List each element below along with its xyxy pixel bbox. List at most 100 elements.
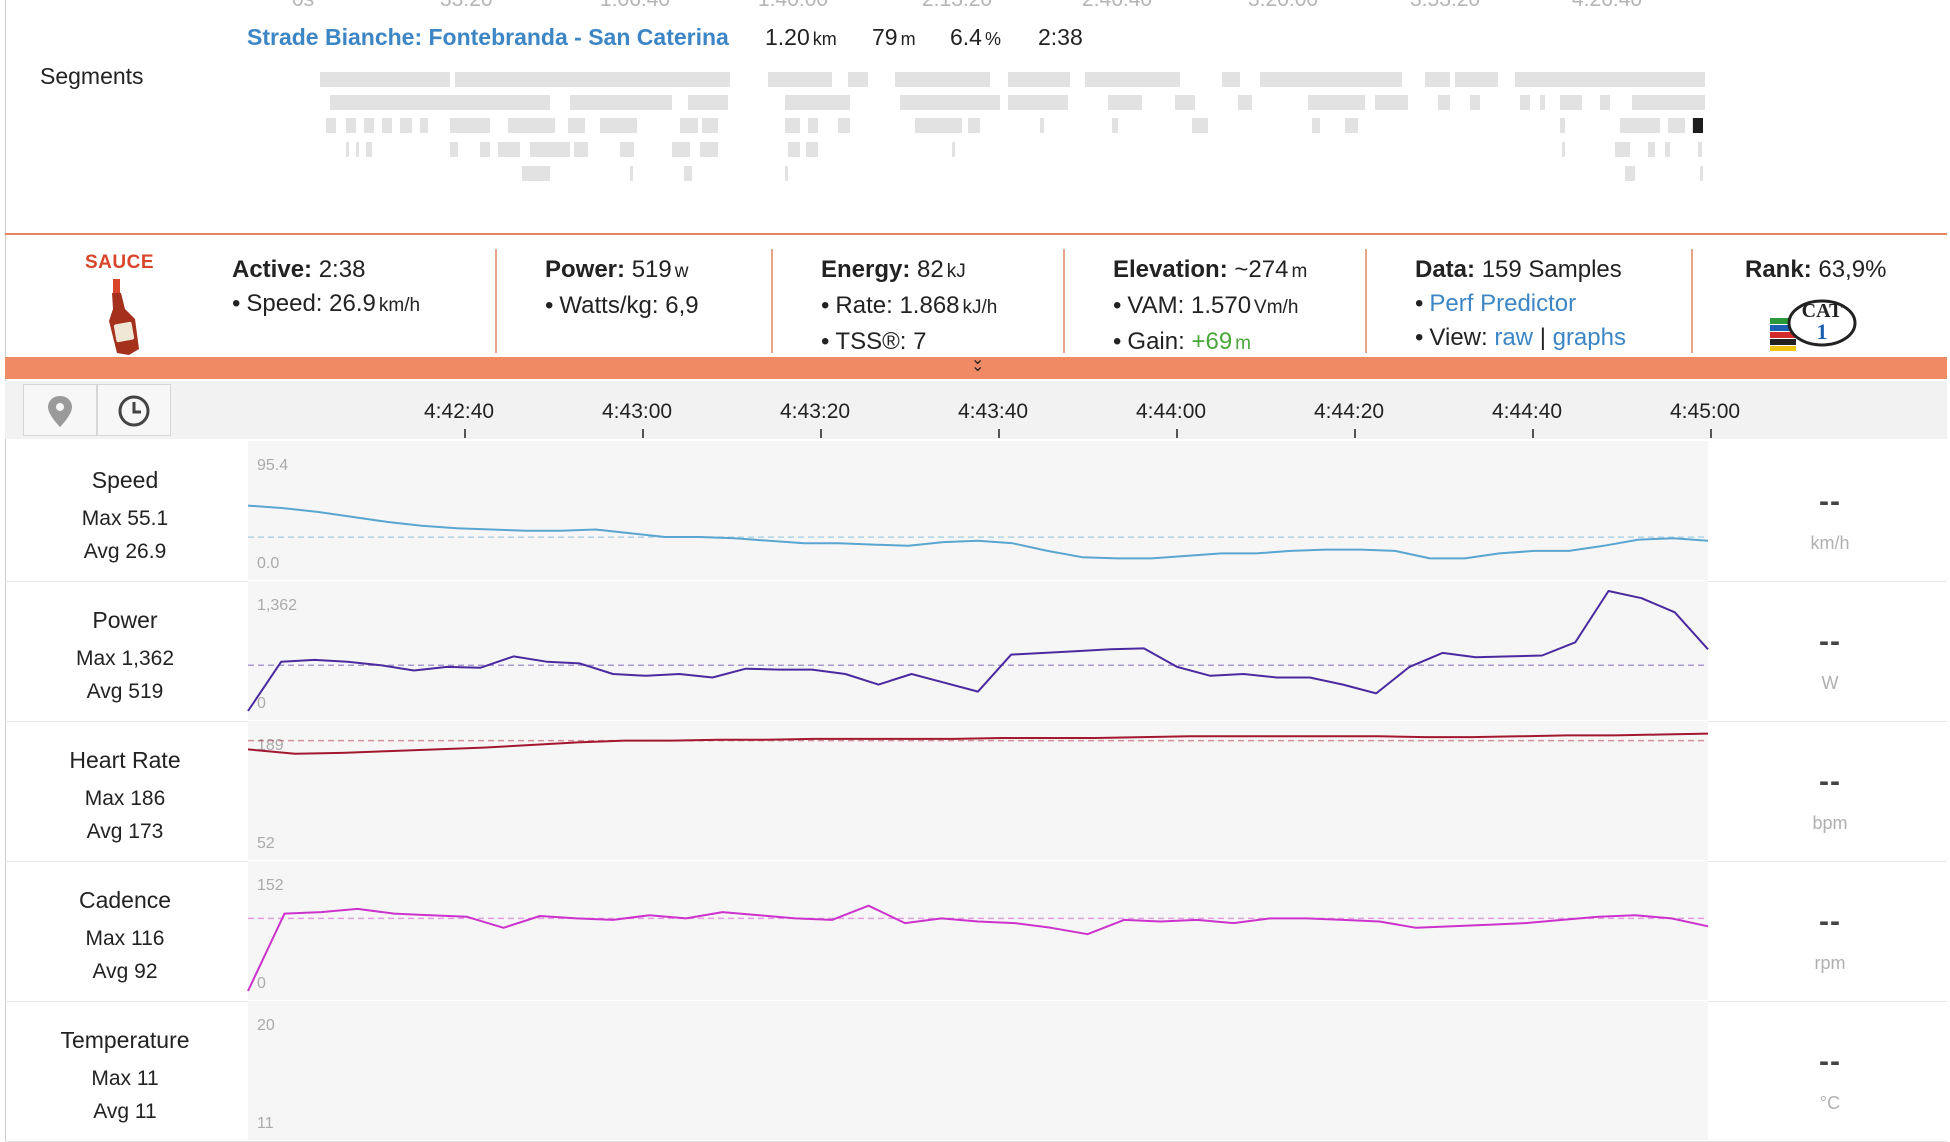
segment-bar[interactable] bbox=[838, 118, 850, 133]
location-tool-button[interactable] bbox=[23, 384, 97, 436]
segment-bar[interactable] bbox=[366, 142, 372, 157]
segment-bar[interactable] bbox=[848, 72, 868, 87]
segment-bar[interactable] bbox=[1175, 95, 1195, 110]
segment-bar[interactable] bbox=[346, 142, 349, 157]
segment-bar[interactable] bbox=[400, 118, 412, 133]
segment-bar[interactable] bbox=[1040, 118, 1044, 133]
segment-bar[interactable] bbox=[320, 72, 450, 87]
divider bbox=[495, 249, 497, 353]
segment-bar[interactable] bbox=[1515, 72, 1705, 87]
segment-bar[interactable] bbox=[1345, 118, 1358, 133]
segment-bar[interactable] bbox=[1455, 72, 1498, 87]
segment-bar[interactable] bbox=[1438, 95, 1450, 110]
chart-plot-area[interactable] bbox=[248, 441, 1708, 580]
segment-bar[interactable] bbox=[498, 142, 520, 157]
segment-bar[interactable] bbox=[450, 118, 490, 133]
segment-bar[interactable] bbox=[356, 142, 359, 157]
segment-bar[interactable] bbox=[630, 166, 633, 181]
segments-track[interactable] bbox=[0, 0, 1950, 190]
segment-bar[interactable] bbox=[702, 118, 718, 133]
view-graphs-link[interactable]: graphs bbox=[1552, 324, 1626, 351]
segment-bar[interactable] bbox=[1308, 95, 1365, 110]
segment-bar[interactable] bbox=[1425, 72, 1450, 87]
segment-bar[interactable] bbox=[788, 142, 800, 157]
segment-bar[interactable] bbox=[1008, 95, 1068, 110]
segment-bar[interactable] bbox=[1665, 142, 1670, 157]
segment-bar[interactable] bbox=[1520, 95, 1530, 110]
segment-bar[interactable] bbox=[900, 95, 1000, 110]
segment-bar[interactable] bbox=[684, 166, 692, 181]
segment-bar[interactable] bbox=[1560, 118, 1565, 133]
segment-bar[interactable] bbox=[570, 95, 672, 110]
segment-bar[interactable] bbox=[1112, 118, 1118, 133]
segment-bar[interactable] bbox=[1698, 142, 1702, 157]
segment-bar[interactable] bbox=[785, 95, 850, 110]
segment-bar[interactable] bbox=[455, 72, 730, 87]
cat-1-badge-icon[interactable]: CAT 1 bbox=[1770, 295, 1860, 351]
segment-bar[interactable] bbox=[480, 142, 490, 157]
chart-plot-area[interactable] bbox=[248, 721, 1708, 860]
segment-bar[interactable] bbox=[1192, 118, 1208, 133]
segment-bar[interactable] bbox=[1375, 95, 1408, 110]
segment-bar[interactable] bbox=[1615, 142, 1630, 157]
segment-bar[interactable] bbox=[968, 118, 980, 133]
segment-bar[interactable] bbox=[1008, 72, 1070, 87]
chart-plot-area[interactable] bbox=[248, 861, 1708, 1000]
segment-bar[interactable] bbox=[700, 142, 718, 157]
segment-bar[interactable] bbox=[1632, 95, 1705, 110]
segment-bar[interactable] bbox=[1165, 72, 1168, 87]
top-timeline-tick: 3:53:20 bbox=[1410, 0, 1480, 12]
segment-bar[interactable] bbox=[1085, 72, 1180, 87]
segment-bar[interactable] bbox=[1562, 142, 1565, 157]
segment-bar[interactable] bbox=[1620, 118, 1660, 133]
segment-bar[interactable] bbox=[806, 142, 818, 157]
segment-bar[interactable] bbox=[522, 166, 550, 181]
segment-bar[interactable] bbox=[574, 142, 588, 157]
segment-bar[interactable] bbox=[326, 118, 336, 133]
segment-bar[interactable] bbox=[1648, 142, 1655, 157]
segment-bar[interactable] bbox=[1560, 95, 1582, 110]
segment-bar[interactable] bbox=[1668, 118, 1685, 133]
segment-bar[interactable] bbox=[530, 142, 570, 157]
segment-bar[interactable] bbox=[680, 118, 698, 133]
segment-bar[interactable] bbox=[1540, 95, 1545, 110]
segment-bar[interactable] bbox=[346, 118, 356, 133]
segment-bar[interactable] bbox=[330, 95, 550, 110]
segment-bar[interactable] bbox=[508, 118, 555, 133]
segment-bar[interactable] bbox=[1222, 72, 1240, 87]
segment-bar[interactable] bbox=[808, 118, 818, 133]
segment-bar[interactable] bbox=[895, 72, 990, 87]
segment-bar[interactable] bbox=[382, 118, 392, 133]
segment-bar[interactable] bbox=[768, 72, 832, 87]
chart-plot-area[interactable] bbox=[248, 581, 1708, 720]
segment-bar[interactable] bbox=[1238, 95, 1252, 110]
segment-bar[interactable] bbox=[1600, 95, 1610, 110]
double-chevron-down-icon[interactable]: ⌄ ⌄ bbox=[971, 351, 985, 375]
segment-bar[interactable] bbox=[952, 142, 955, 157]
segment-bar[interactable] bbox=[785, 118, 800, 133]
segment-bar[interactable] bbox=[688, 95, 728, 110]
view-raw-link[interactable]: raw bbox=[1494, 324, 1534, 351]
segment-bar[interactable] bbox=[1625, 166, 1635, 181]
segment-title[interactable]: Strade Bianche: Fontebranda - San Cateri… bbox=[247, 24, 729, 50]
time-tool-button[interactable] bbox=[97, 384, 171, 436]
chart-plot-area[interactable] bbox=[248, 1001, 1708, 1140]
perf-predictor-link[interactable]: Perf Predictor bbox=[1429, 290, 1577, 317]
segment-bar[interactable] bbox=[1312, 118, 1320, 133]
segment-bar[interactable] bbox=[364, 118, 374, 133]
row-unit: W bbox=[1821, 673, 1839, 693]
segment-bar[interactable] bbox=[1108, 95, 1142, 110]
selected-segment-bar[interactable] bbox=[1693, 118, 1703, 133]
segment-bar[interactable] bbox=[1470, 95, 1480, 110]
segment-bar[interactable] bbox=[620, 142, 634, 157]
segment-bar[interactable] bbox=[600, 118, 637, 133]
segment-bar[interactable] bbox=[672, 142, 690, 157]
summary-expand-bar[interactable] bbox=[5, 357, 1947, 379]
segment-bar[interactable] bbox=[568, 118, 585, 133]
segment-bar[interactable] bbox=[785, 166, 788, 181]
segment-bar[interactable] bbox=[1700, 166, 1703, 181]
segment-bar[interactable] bbox=[915, 118, 962, 133]
segment-bar[interactable] bbox=[450, 142, 458, 157]
segment-bar[interactable] bbox=[1260, 72, 1402, 87]
segment-bar[interactable] bbox=[420, 118, 428, 133]
